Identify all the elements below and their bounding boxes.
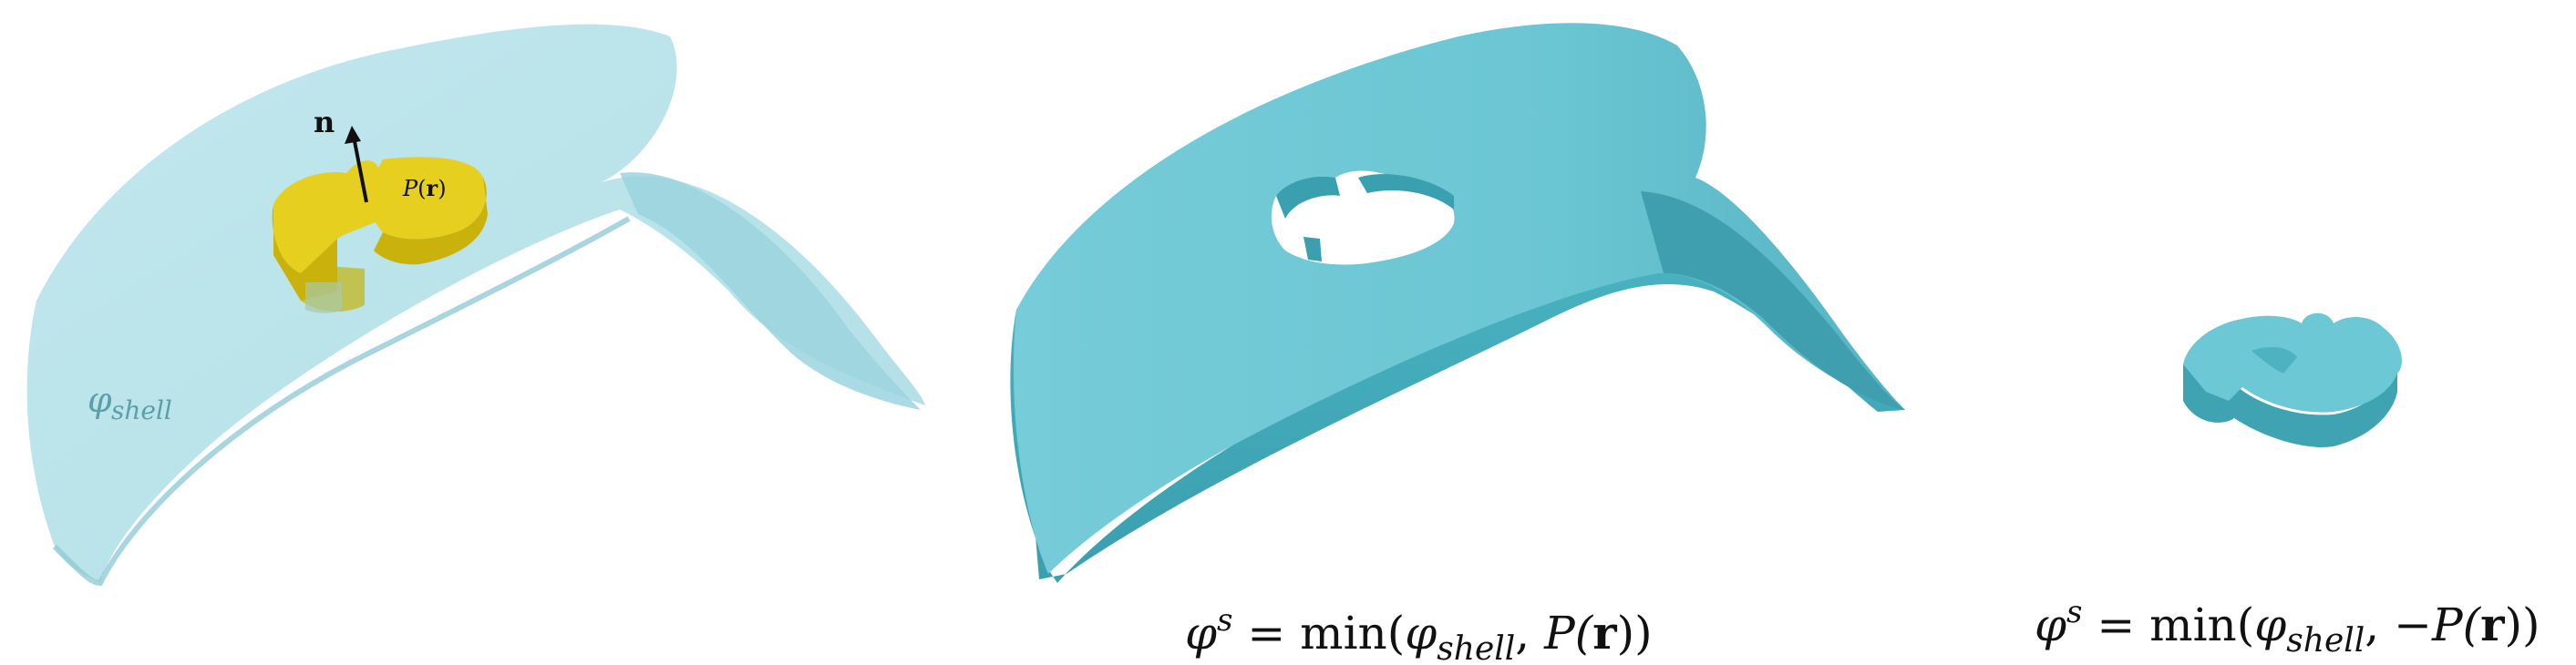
shell-solid-flap (1641, 191, 1905, 410)
pattern-solid-piece (2183, 312, 2402, 447)
right-equation: φs = min(φshell, −P(r)) (2035, 594, 2540, 660)
shell-transparent-flap (620, 172, 921, 411)
shell-label: φ shell (88, 380, 172, 425)
pattern-piece (272, 157, 488, 313)
svg-text:φs = min(φshell, −P(r)): φs = min(φshell, −P(r)) (2035, 594, 2540, 660)
normal-label: n (314, 105, 335, 139)
middle-panel: φs = min(φshell, P(r)) (1010, 23, 1905, 665)
shell-transparent-surface (26, 24, 926, 584)
right-panel: φs = min(φshell, −P(r)) (2035, 312, 2540, 660)
svg-text:P(r): P(r) (402, 175, 447, 201)
shell-solid-surface (1013, 23, 1905, 574)
left-panel: n P(r) φ shell (26, 24, 926, 587)
pattern-hole (1271, 170, 1455, 265)
normal-arrow (345, 126, 368, 203)
middle-equation: φs = min(φshell, P(r)) (1185, 602, 1653, 665)
shell-solid-edge (1010, 230, 1905, 583)
svg-text:φ: φ (88, 380, 112, 420)
shell-transparent-edge (52, 216, 631, 587)
svg-text:φs = min(φshell, P(r)): φs = min(φshell, P(r)) (1185, 602, 1653, 665)
pattern-label: P(r) (402, 175, 447, 201)
svg-text:shell: shell (111, 395, 172, 425)
